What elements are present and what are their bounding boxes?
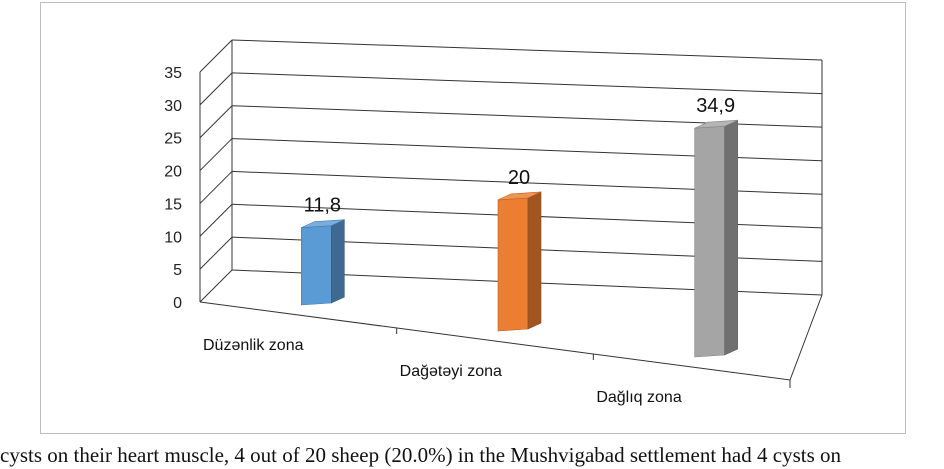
bar-top: [497, 191, 542, 201]
category-label: Düzənlik zona: [203, 337, 304, 354]
y-tick-label: 20: [164, 164, 182, 181]
gridline-side: [199, 138, 233, 171]
y-tick-label: 15: [164, 196, 182, 213]
y-tick-label: 35: [164, 65, 182, 82]
bar-side: [527, 191, 542, 330]
y-tick-label: 0: [173, 295, 182, 312]
y-tick-label: 10: [164, 229, 182, 246]
bar-chart: 0 5 10 15 20 25 30 35 11,8 Düzənlik zona 20 Dağətəy…: [164, 39, 823, 406]
body-text-line: cysts on their heart muscle, 4 out of 20…: [0, 443, 841, 467]
bar-front: [497, 197, 529, 332]
chart-frame: [40, 2, 906, 434]
bar-front: [301, 225, 332, 306]
category-label: Dağətəyi zona: [400, 363, 502, 380]
data-label: 34,9: [696, 95, 735, 117]
gridline: [231, 72, 823, 95]
data-label: 20: [508, 167, 530, 189]
bar-top: [694, 119, 738, 129]
gridline-side: [199, 269, 233, 303]
bar-top: [301, 219, 345, 228]
y-tick-label: 5: [173, 262, 182, 279]
y-tick-label: 30: [164, 98, 182, 115]
gridline-side: [199, 39, 233, 73]
y-tick-label: 25: [164, 131, 182, 148]
bar-front: [694, 125, 725, 358]
gridline-side: [199, 105, 233, 139]
gridline-side: [199, 203, 233, 237]
gridline-side: [199, 72, 233, 106]
gridline: [231, 39, 823, 61]
bar-side: [331, 219, 345, 304]
gridline-side: [199, 236, 233, 270]
bar-side: [724, 119, 738, 356]
category-label: Dağlıq zona: [596, 389, 681, 406]
gridline-side: [199, 171, 233, 204]
data-label: 11,8: [304, 195, 341, 217]
